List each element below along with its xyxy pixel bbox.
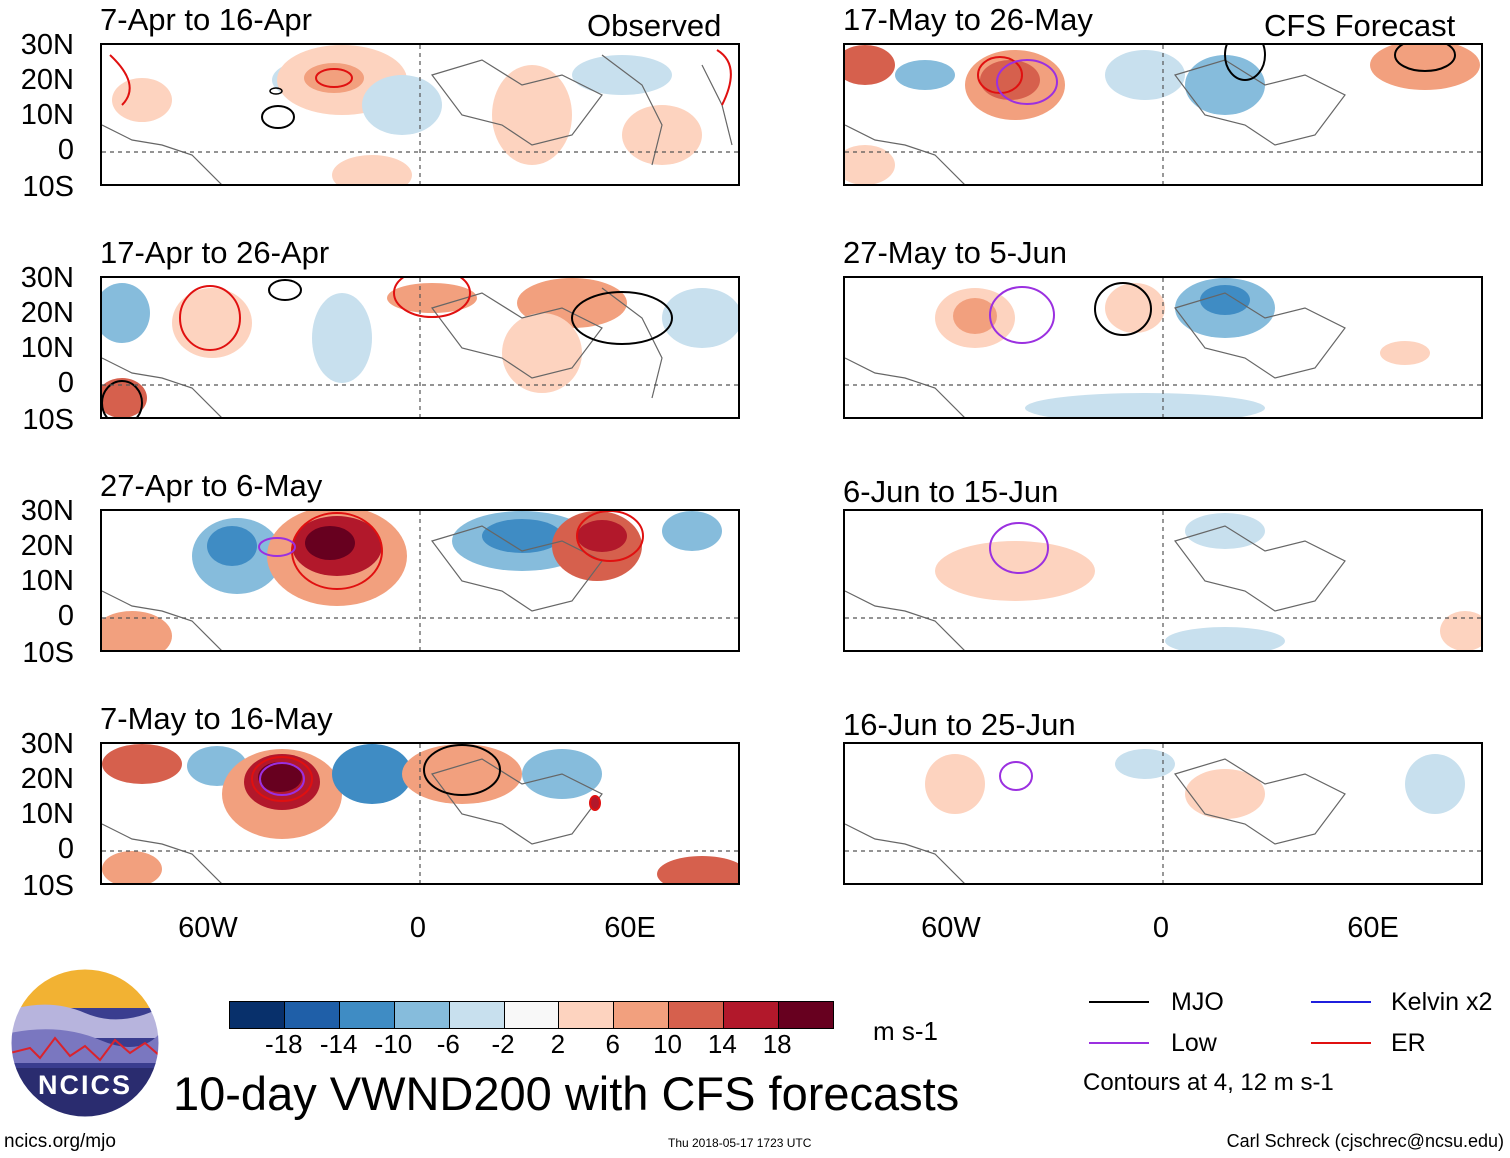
- map-graphic: [845, 278, 1481, 417]
- colorbar-tick-label: 2: [550, 1029, 566, 1059]
- legend-line-mjo: [1089, 1001, 1149, 1003]
- lat-label: 0: [57, 367, 74, 399]
- panel-title-left-1: 7-Apr to 16-Apr: [100, 2, 312, 37]
- panel-title-left-2: 17-Apr to 26-Apr: [100, 235, 330, 270]
- colorbar-tick-label: 10: [653, 1029, 682, 1059]
- footer-url[interactable]: ncics.org/mjo: [4, 1131, 116, 1152]
- map-panel-left-3: [100, 509, 740, 652]
- figure-title: 10-day VWND200 with CFS forecasts: [173, 1067, 960, 1120]
- lon-label-left-60e: 60E: [604, 912, 656, 944]
- colorbar-tick-label: -2: [491, 1029, 515, 1059]
- colorbar-swatch: [614, 1002, 670, 1028]
- map-panel-left-1: [100, 43, 740, 186]
- colorbar-tick-label: 14: [707, 1029, 737, 1059]
- footer-timestamp: Thu 2018-05-17 1723 UTC: [668, 1136, 812, 1150]
- lon-label-left-0: 0: [409, 912, 427, 944]
- logo-text: NCICS: [37, 1070, 132, 1100]
- lat-label: 10N: [20, 99, 74, 131]
- lat-label: 10N: [20, 565, 74, 597]
- lat-label: 30N: [20, 728, 74, 760]
- map-graphic: [845, 511, 1481, 650]
- lon-label-left-60w: 60W: [178, 912, 238, 944]
- lat-label: 20N: [20, 763, 74, 795]
- colorbar-swatch: [559, 1002, 615, 1028]
- colorbar-tick-label: 6: [605, 1029, 620, 1059]
- panel-title-left-3: 27-Apr to 6-May: [100, 468, 323, 503]
- panel-title-left-4: 7-May to 16-May: [100, 701, 333, 736]
- legend-label-er: ER: [1391, 1029, 1426, 1057]
- footer-author: Carl Schreck (cjschrec@ncsu.edu): [1226, 1131, 1504, 1151]
- colorbar-tick-label: -18: [265, 1029, 303, 1059]
- lon-label-right-60e: 60E: [1347, 912, 1399, 944]
- panel-title-right-1: 17-May to 26-May: [843, 2, 1093, 37]
- lat-label: 0: [57, 134, 74, 166]
- lat-label: 10N: [20, 798, 74, 830]
- legend-label-kelvin: Kelvin x2: [1391, 988, 1493, 1016]
- map-panel-right-3: [843, 509, 1483, 652]
- lat-label: 0: [57, 833, 74, 865]
- lat-label: 10S: [22, 171, 74, 203]
- ncics-logo: NCICS: [10, 968, 160, 1118]
- colorbar-swatch: [230, 1002, 285, 1028]
- colorbar-tick-label: -10: [374, 1029, 413, 1059]
- map-panel-left-4: [100, 742, 740, 885]
- lon-label-right-0: 0: [1152, 912, 1170, 944]
- colorbar-units: m s-1: [873, 1016, 938, 1046]
- map-panel-right-1: [843, 43, 1483, 186]
- map-panel-right-2: [843, 276, 1483, 419]
- lat-label: 10S: [22, 637, 74, 669]
- map-graphic: [102, 45, 738, 184]
- lon-label-right-60w: 60W: [921, 912, 981, 944]
- colorbar-swatch: [724, 1002, 780, 1028]
- map-graphic: [845, 744, 1481, 883]
- map-graphic: [102, 744, 738, 883]
- map-graphic: [102, 278, 738, 417]
- panel-title-right-2: 27-May to 5-Jun: [843, 235, 1067, 270]
- legend-note: Contours at 4, 12 m s-1: [1083, 1069, 1334, 1096]
- legend-label-mjo: MJO: [1171, 988, 1224, 1016]
- map-panel-right-4: [843, 742, 1483, 885]
- cfs-forecast-label: CFS Forecast: [1264, 8, 1456, 43]
- lat-label: 20N: [20, 64, 74, 96]
- colorbar-swatch: [669, 1002, 725, 1028]
- colorbar-swatch: [339, 1002, 395, 1028]
- lat-label: 10N: [20, 332, 74, 364]
- lat-label: 10S: [22, 404, 74, 436]
- map-graphic: [102, 511, 738, 650]
- observed-label: Observed: [587, 8, 722, 43]
- colorbar-swatch: [284, 1002, 340, 1028]
- legend-line-low: [1089, 1042, 1149, 1044]
- colorbar-tick-label: -6: [436, 1029, 460, 1059]
- legend-line-kelvin: [1311, 1001, 1371, 1003]
- panel-title-right-3: 6-Jun to 15-Jun: [843, 474, 1059, 509]
- colorbar-swatch: [504, 1002, 560, 1028]
- colorbar-swatch: [779, 1002, 833, 1028]
- colorbar: [229, 1001, 834, 1029]
- lat-label: 10S: [22, 870, 74, 902]
- lat-label: 30N: [20, 262, 74, 294]
- colorbar-tick-label: -14: [319, 1029, 358, 1059]
- legend-line-er: [1311, 1042, 1371, 1044]
- map-graphic: [845, 45, 1481, 184]
- colorbar-swatch: [449, 1002, 505, 1028]
- map-panel-left-2: [100, 276, 740, 419]
- lat-label: 30N: [20, 29, 74, 61]
- lat-label: 20N: [20, 297, 74, 329]
- lat-label: 0: [57, 600, 74, 632]
- colorbar-swatch: [394, 1002, 450, 1028]
- lat-label: 30N: [20, 495, 74, 527]
- lat-label: 20N: [20, 530, 74, 562]
- colorbar-tick-label: 18: [762, 1029, 792, 1059]
- panel-title-right-4: 16-Jun to 25-Jun: [843, 707, 1076, 742]
- legend-label-low: Low: [1171, 1029, 1217, 1057]
